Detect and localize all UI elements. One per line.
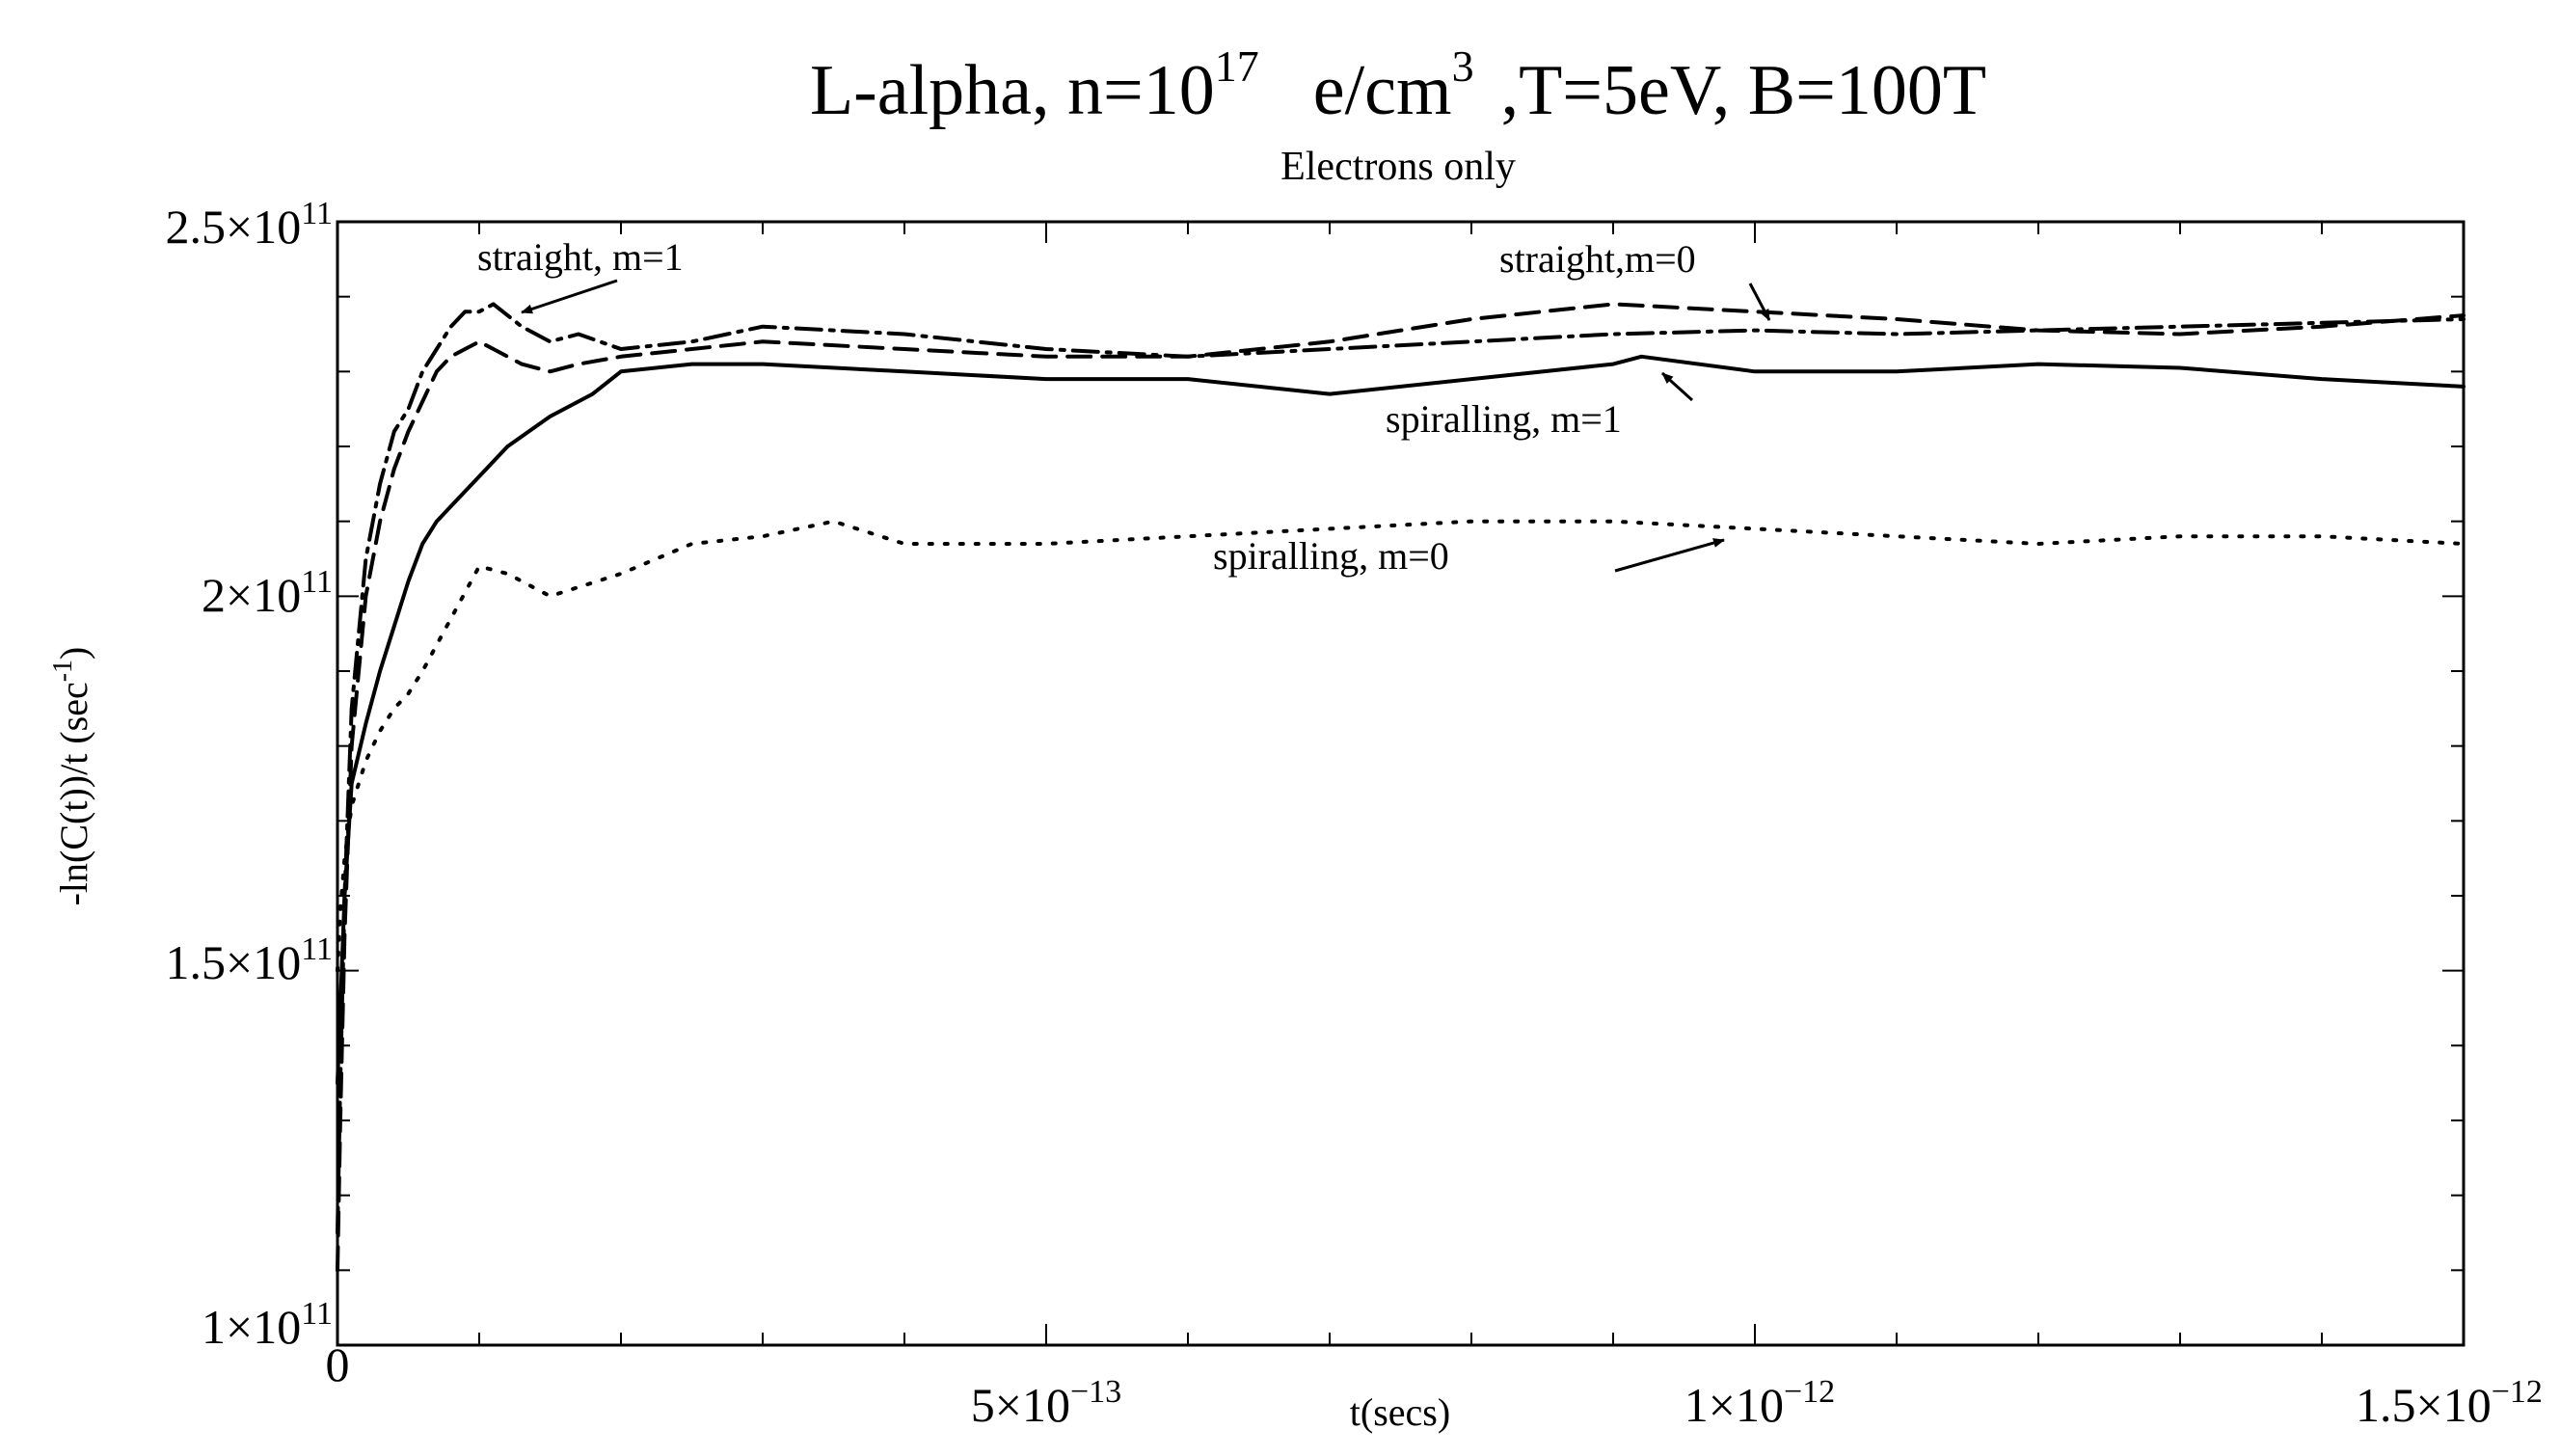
chart-subtitle: Electrons only bbox=[1280, 145, 1516, 189]
x-tick-label: 0 bbox=[326, 1337, 350, 1391]
y-axis-label: -ln(C(t))/t (sec-1) bbox=[48, 647, 95, 906]
series-line-straight-m0 bbox=[336, 302, 2466, 1273]
title-suffix: ,T=5eV, B=100T bbox=[1501, 51, 1986, 130]
annotation-arrow bbox=[521, 279, 618, 314]
y-tick-label: 2×1011 bbox=[202, 564, 333, 622]
annotation-label: straight, m=1 bbox=[477, 235, 684, 279]
x-axis-label: t(secs) bbox=[1350, 1390, 1450, 1434]
title-unit-exponent: 3 bbox=[1452, 41, 1474, 91]
x-tick-label: 5×10−13 bbox=[971, 1374, 1121, 1432]
series-line-spiralling-m0 bbox=[336, 519, 2466, 973]
y-tick-label: 2.5×1011 bbox=[166, 196, 333, 254]
annotation-arrow bbox=[1614, 538, 1725, 573]
chart-title: L-alpha, n=1017 e/cm3 ,T=5eV, B=100T bbox=[810, 41, 1986, 130]
title-prefix: L-alpha, n=10 bbox=[810, 51, 1215, 130]
annotation-label: spiralling, m=0 bbox=[1213, 534, 1449, 578]
annotation-arrow bbox=[1748, 283, 1771, 321]
series-line-spiralling-m1 bbox=[336, 354, 2466, 1086]
annotation-arrow bbox=[1660, 371, 1694, 402]
annotation-label: spiralling, m=1 bbox=[1386, 397, 1622, 441]
y-tick-label: 1.5×1011 bbox=[166, 931, 333, 989]
title-unit: e/cm bbox=[1313, 51, 1452, 130]
tick-marks bbox=[337, 221, 2465, 1346]
plot-frame bbox=[336, 220, 2466, 1347]
series-line-straight-m1 bbox=[336, 302, 2466, 1235]
series-layer bbox=[336, 302, 2466, 1273]
title-n-exponent: 17 bbox=[1215, 41, 1259, 91]
x-tick-label: 1×10−12 bbox=[1684, 1374, 1835, 1432]
x-tick-label: 1.5×10−12 bbox=[2356, 1374, 2543, 1432]
y-tick-label: 1×1011 bbox=[202, 1296, 333, 1354]
annotation-label: straight,m=0 bbox=[1499, 237, 1696, 281]
